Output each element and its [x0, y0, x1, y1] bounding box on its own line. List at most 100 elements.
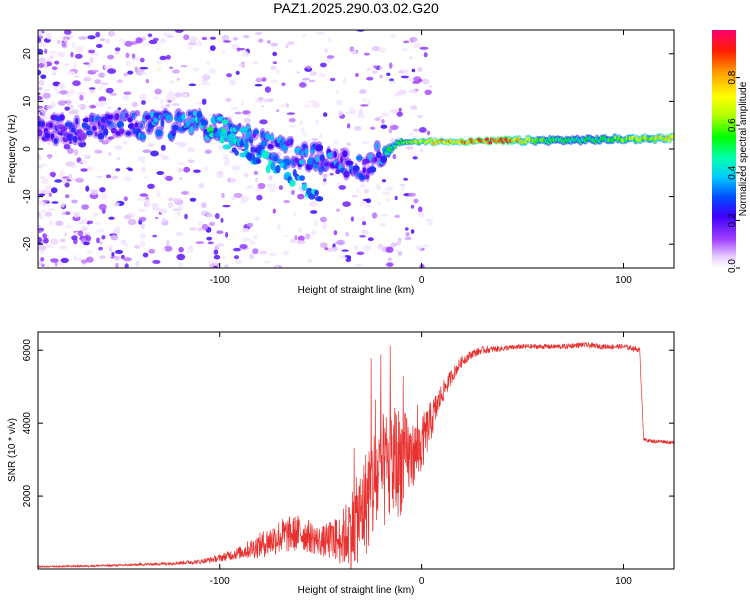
speckle-mark — [41, 115, 48, 120]
speckle-mark — [354, 125, 362, 131]
speckle-mark — [180, 65, 188, 68]
speckle-mark — [77, 230, 84, 237]
ridge-mark — [139, 133, 147, 140]
speckle-mark — [38, 95, 43, 101]
speckle-mark — [356, 188, 360, 194]
speckle-mark — [169, 66, 174, 70]
speckle-mark — [45, 244, 54, 249]
speckle-mark — [298, 227, 303, 234]
speckle-mark — [111, 252, 115, 257]
ridge-mark — [60, 125, 68, 132]
speckle-mark — [64, 182, 70, 188]
speckle-mark — [148, 143, 155, 147]
speckle-mark — [302, 77, 311, 81]
speckle-mark — [70, 88, 75, 95]
speckle-mark — [134, 66, 138, 73]
speckle-mark — [66, 71, 76, 75]
ridge-mark — [172, 124, 179, 131]
ridge-mark — [264, 133, 271, 140]
speckle-mark — [349, 107, 355, 113]
speckle-mark — [213, 254, 221, 260]
speckle-mark — [162, 32, 172, 36]
speckle-mark — [100, 100, 107, 106]
ridge-mark — [373, 156, 378, 163]
speckle-mark — [419, 148, 424, 153]
speckle-mark — [354, 245, 359, 251]
speckle-mark — [80, 259, 88, 264]
speckle-mark — [275, 265, 280, 268]
speckle-mark — [175, 231, 184, 237]
speckle-mark — [176, 210, 181, 217]
snr-ticks: -100 0 100 2000 4000 6000 — [22, 332, 674, 587]
speckle-mark — [94, 149, 103, 154]
speckle-mark — [115, 225, 121, 232]
speckle-mark — [193, 169, 201, 173]
speckle-mark — [329, 77, 336, 82]
speckle-mark — [365, 198, 372, 204]
speckle-mark — [338, 110, 343, 117]
ridge-mark — [125, 131, 132, 136]
speckle-mark — [369, 126, 376, 130]
ridge-mark — [107, 114, 115, 120]
speckle-mark — [392, 153, 397, 160]
speckle-mark — [258, 38, 264, 43]
speckle-mark — [114, 47, 121, 52]
speckle-mark — [235, 259, 242, 264]
ridge-mark — [79, 132, 87, 140]
speckle-mark — [222, 50, 226, 55]
speckle-mark — [299, 120, 303, 125]
speckle-mark — [428, 84, 433, 88]
ridge-mark — [200, 119, 208, 126]
speckle-mark — [49, 171, 56, 177]
snr-panel: -100 0 100 2000 4000 6000 Height of straight … — [7, 331, 675, 596]
speckle-mark — [73, 62, 77, 69]
speckle-mark — [358, 109, 364, 116]
speckle-mark — [410, 105, 418, 110]
speckle-mark — [390, 33, 396, 38]
speckle-mark — [296, 71, 300, 74]
speckle-mark — [158, 67, 162, 71]
speckle-mark — [266, 98, 274, 103]
speckle-mark — [346, 142, 351, 147]
ridge-mark — [355, 155, 363, 161]
speckle-mark — [350, 216, 354, 222]
colorbar-tick-label: 0.4 — [727, 165, 738, 179]
speckle-mark — [139, 193, 148, 197]
speckle-mark — [47, 57, 53, 63]
speckle-mark — [351, 194, 358, 198]
speckle-mark — [40, 74, 47, 79]
speckle-mark — [380, 124, 388, 129]
speckle-mark — [127, 70, 134, 75]
y-tick-label: 10 — [22, 95, 33, 107]
speckle-mark — [363, 52, 370, 56]
ridge-mark — [189, 126, 194, 133]
speckle-mark — [254, 216, 260, 221]
speckle-mark — [372, 65, 378, 69]
speckle-mark — [308, 100, 317, 104]
speckle-mark — [96, 228, 105, 233]
speckle-mark — [272, 51, 278, 57]
speckle-mark — [131, 101, 138, 108]
branch-mark — [239, 140, 244, 147]
x-tick-label: 0 — [419, 576, 425, 587]
speckle-mark — [397, 89, 407, 95]
speckle-mark — [309, 71, 317, 76]
ridge-mark — [343, 170, 350, 178]
speckle-mark — [139, 57, 145, 63]
branch-mark — [255, 158, 262, 164]
speckle-mark — [308, 79, 316, 83]
speckle-mark — [254, 83, 263, 87]
speckle-mark — [282, 250, 290, 256]
speckle-mark — [71, 235, 78, 241]
speckle-mark — [225, 231, 229, 238]
branch-mark — [283, 163, 288, 171]
speckle-mark — [228, 178, 237, 183]
speckle-mark — [379, 74, 383, 79]
speckle-mark — [408, 56, 414, 59]
speckle-mark — [123, 91, 132, 95]
speckle-mark — [240, 100, 244, 107]
speckle-mark — [387, 257, 392, 262]
speckle-mark — [66, 91, 72, 98]
speckle-mark — [267, 40, 271, 44]
